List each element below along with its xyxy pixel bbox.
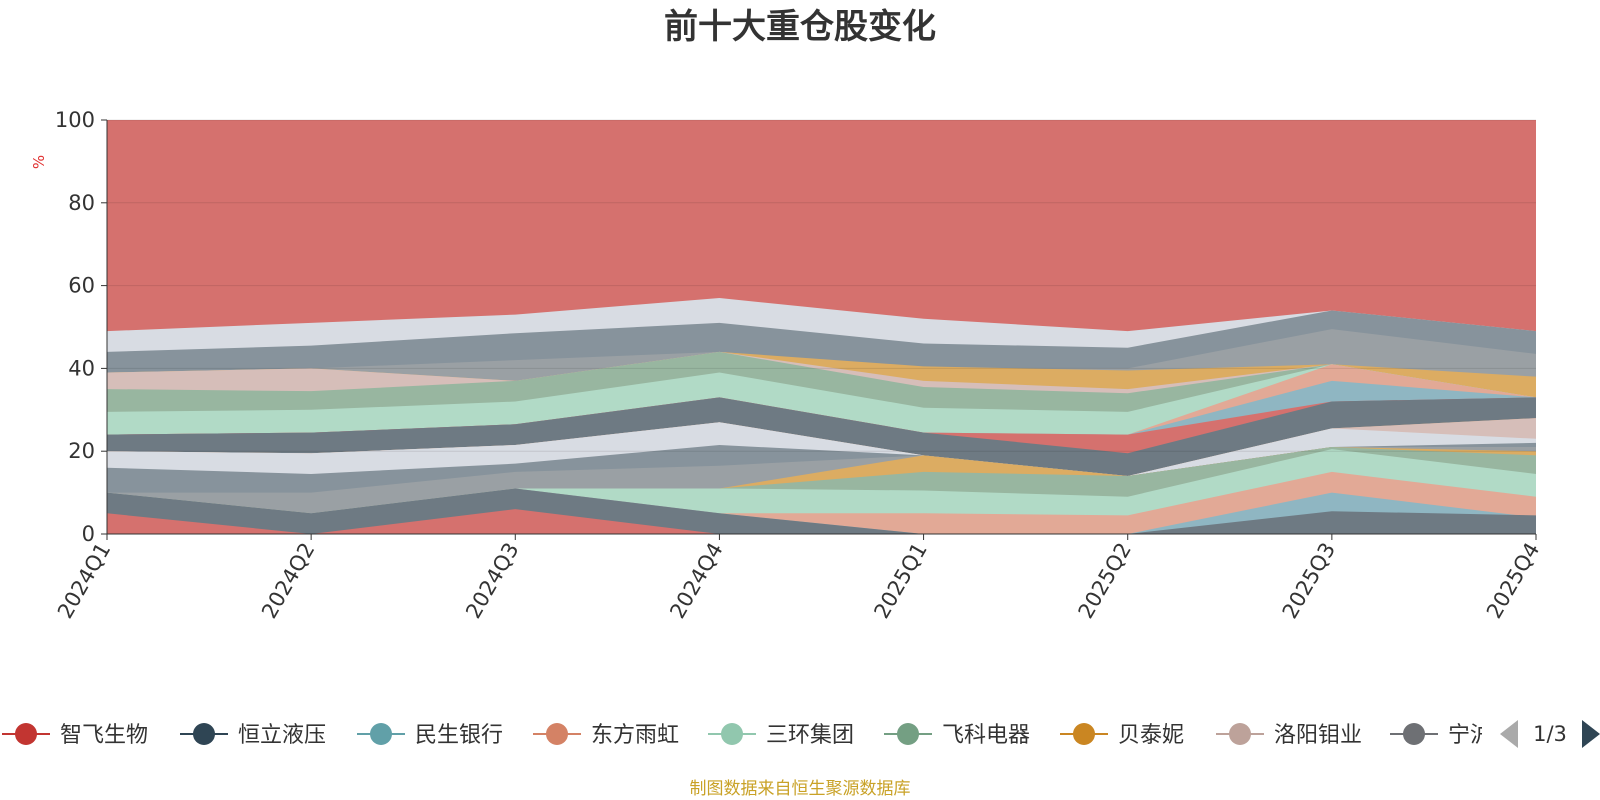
legend-item[interactable]: 贝泰妮 (1060, 723, 1184, 748)
legend-marker (721, 723, 743, 745)
x-tick-label: 2025Q2 (1074, 539, 1136, 623)
legend-item[interactable]: 飞科电器 (884, 723, 1030, 748)
legend-item[interactable]: 智飞生物 (2, 723, 148, 748)
area-layer-x (107, 509, 1536, 534)
legend-label: 恒立液压 (238, 723, 326, 748)
y-tick-label: 100 (55, 108, 95, 132)
y-tick-label: 20 (68, 439, 95, 463)
x-tick-label: 2025Q1 (869, 539, 931, 623)
legend-item[interactable]: 民生银行 (357, 723, 503, 748)
legend-item[interactable]: 恒立液压 (180, 723, 326, 748)
legend-item[interactable]: 东方雨虹 (533, 723, 679, 748)
data-source-note: 制图数据来自恒生聚源数据库 (690, 779, 911, 799)
legend-marker (897, 723, 919, 745)
legend-label: 贝泰妮 (1118, 723, 1184, 748)
legend-label: 民生银行 (415, 723, 503, 748)
legend-item[interactable]: 三环集团 (708, 723, 854, 748)
legend-label: 东方雨虹 (591, 723, 679, 748)
legend-item[interactable]: 洛阳钼业 (1216, 723, 1362, 748)
y-tick-label: 60 (68, 274, 95, 298)
gridlines (107, 119, 1536, 452)
y-tick-label: 0 (82, 522, 95, 546)
legend-label: 宁沪 (1448, 723, 1492, 748)
x-axis-ticks: 2024Q1 2024Q2 2024Q3 2024Q4 2025Q1 2025Q2 2025… (53, 534, 1544, 623)
chart-title: 前十大重仓股变化 (664, 7, 936, 47)
legend-marker (1229, 723, 1251, 745)
area-layers (107, 120, 1536, 534)
y-axis-unit: % (30, 155, 48, 169)
y-tick-label: 80 (68, 191, 95, 215)
legend-item[interactable]: 宁沪 (1390, 723, 1492, 748)
legend-pager: 1/3 (1500, 720, 1600, 748)
y-tick-label: 40 (68, 356, 95, 380)
axes (106, 120, 1536, 535)
x-tick-label: 2025Q4 (1482, 539, 1544, 623)
x-tick-label: 2024Q1 (53, 539, 115, 623)
legend-prev-page-icon[interactable] (1500, 720, 1518, 748)
y-axis-ticks: 0 20 40 60 80 100 (55, 108, 107, 546)
legend-label: 三环集团 (766, 723, 854, 748)
legend-label: 洛阳钼业 (1274, 723, 1362, 748)
legend-marker (193, 723, 215, 745)
x-tick-label: 2024Q4 (665, 539, 727, 623)
legend-label: 飞科电器 (942, 723, 1030, 748)
legend-marker (370, 723, 392, 745)
legend-marker (1403, 723, 1425, 745)
legend-page-indicator: 1/3 (1533, 722, 1567, 746)
x-tick-label: 2025Q3 (1278, 539, 1340, 623)
x-tick-label: 2024Q3 (461, 539, 523, 623)
legend-marker (546, 723, 568, 745)
legend-next-page-icon[interactable] (1582, 720, 1600, 748)
legend-marker (1073, 723, 1095, 745)
legend-marker (15, 723, 37, 745)
legend-label: 智飞生物 (60, 723, 148, 748)
x-tick-label: 2024Q2 (257, 539, 319, 623)
legend: 智飞生物 恒立液压 民生银行 东方雨虹 三环集团 飞科电器 贝泰妮 洛阳钼业 宁沪 (2, 723, 1492, 748)
